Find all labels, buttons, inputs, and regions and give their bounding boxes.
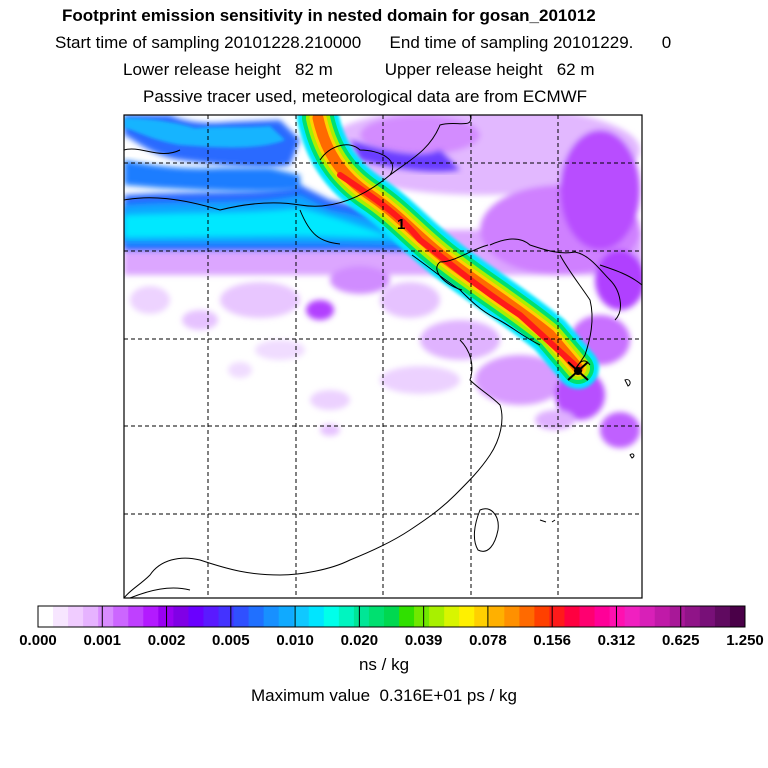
colorbar-segment — [248, 606, 265, 627]
sensitivity-field — [124, 115, 642, 448]
colorbar-segment — [669, 606, 686, 627]
colorbar-tick-label: 0.010 — [276, 632, 314, 649]
colorbar-segment — [474, 606, 490, 627]
release-point-label: 1 — [397, 216, 405, 233]
colorbar-segment — [53, 606, 69, 627]
colorbar-tick-label: 0.156 — [533, 632, 571, 649]
colorbar-segment — [609, 606, 626, 627]
colorbar-segment — [684, 606, 701, 627]
colorbar-segment — [639, 606, 656, 627]
colorbar-segment — [383, 606, 400, 627]
colorbar-segment — [714, 606, 731, 627]
colorbar-tick-label: 0.039 — [405, 632, 443, 649]
colorbar-segment — [203, 606, 220, 627]
map-frame — [123, 114, 643, 599]
colorbar-segment — [504, 606, 520, 627]
colorbar-ticks: 0.000 0.001 0.002 0.005 0.010 0.020 0.039 0.078… — [19, 605, 764, 649]
colorbar-segment — [68, 606, 84, 627]
colorbar-tick-label: 0.000 — [19, 632, 57, 649]
colorbar-tick-label: 0.625 — [662, 632, 700, 649]
colorbar-segment — [143, 606, 159, 627]
colorbar-segment — [338, 606, 355, 627]
colorbar-segment — [173, 606, 189, 627]
colorbar-segment — [564, 606, 581, 627]
colorbar-segment — [368, 606, 385, 627]
tracer-info-line: Passive tracer used, meteorological data… — [143, 87, 588, 106]
colorbar-segment — [534, 606, 550, 627]
colorbar-segment — [624, 606, 641, 627]
colorbar-segment — [353, 606, 370, 627]
colorbar-segment — [594, 606, 611, 627]
colorbar-tick-label: 0.312 — [598, 632, 636, 649]
colorbar-frame — [37, 605, 746, 628]
colorbar-segment — [323, 606, 340, 627]
colorbar-segment — [429, 606, 445, 627]
colorbar-tick-label: 0.078 — [469, 632, 507, 649]
plot-title: Footprint emission sensitivity in nested… — [62, 6, 596, 25]
colorbar-segment — [699, 606, 716, 627]
colorbar-segment — [38, 606, 54, 627]
sampling-time-line: Start time of sampling 20101228.210000 E… — [55, 33, 672, 52]
release-height-line: Lower release height 82 m Upper release … — [123, 60, 595, 79]
colorbar-segment — [489, 606, 505, 627]
colorbar-segment — [399, 606, 415, 627]
colorbar-tick-label: 0.001 — [83, 632, 121, 649]
colorbar-segment — [654, 606, 671, 627]
colorbar-segment — [293, 606, 310, 627]
maximum-value-line: Maximum value 0.316E+01 ps / kg — [251, 686, 517, 705]
colorbar-segment — [98, 606, 114, 627]
colorbar-segment — [113, 606, 129, 627]
colorbar-segment — [263, 606, 280, 627]
colorbar-segment — [519, 606, 535, 627]
colorbar-segment — [579, 606, 596, 627]
colorbar-segment — [233, 606, 250, 627]
colorbar-segment — [308, 606, 325, 627]
colorbar-segment — [549, 606, 565, 627]
colorbar-segment — [278, 606, 295, 627]
x-cross-icon — [567, 361, 589, 381]
colorbar-units: ns / kg — [358, 655, 410, 674]
coastlines — [124, 115, 642, 598]
northern-band — [124, 115, 460, 251]
colorbar-segment — [459, 606, 475, 627]
colorbar-tick-label: 0.020 — [341, 632, 379, 649]
colorbar-tick-label: 1.250 — [726, 632, 764, 649]
colorbar-segment — [83, 606, 99, 627]
colorbar — [38, 606, 746, 627]
colorbar-tick-label: 0.005 — [212, 632, 250, 649]
colorbar-segment — [444, 606, 460, 627]
colorbar-segment — [188, 606, 204, 627]
map-panel: 1 — [124, 115, 642, 598]
colorbar-segment — [414, 606, 430, 627]
colorbar-segment — [128, 606, 144, 627]
lat-lon-grid — [124, 115, 642, 598]
colorbar-segment — [218, 606, 235, 627]
plume — [297, 115, 599, 389]
colorbar-tick-label: 0.002 — [148, 632, 186, 649]
colorbar-segment — [729, 606, 746, 627]
